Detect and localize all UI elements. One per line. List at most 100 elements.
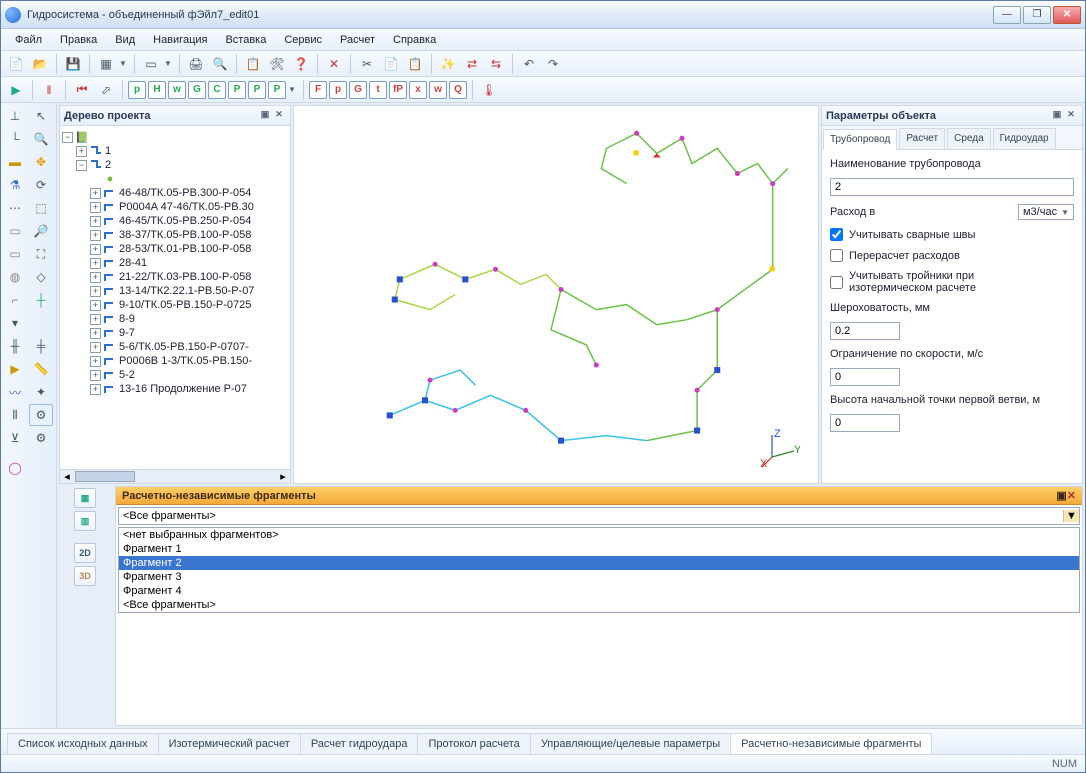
tool-rotate[interactable]: ⟳ — [29, 174, 53, 196]
new-icon[interactable]: 📄 — [5, 53, 27, 75]
tool-v[interactable]: ⊻ — [3, 427, 27, 449]
tree-item[interactable]: 1 — [105, 145, 111, 157]
tree-close-icon[interactable]: ✕ — [272, 109, 286, 123]
link2-icon[interactable]: ⇆ — [485, 53, 507, 75]
tree-item[interactable]: 13-16 Продолжение P-07 — [119, 383, 247, 395]
chk-weld[interactable] — [830, 228, 843, 241]
fragment-item[interactable]: Фрагмент 3 — [119, 570, 1079, 584]
tool-zoomrect[interactable]: 🔎 — [29, 220, 53, 242]
frag-select[interactable]: <Все фрагменты> ▼ — [118, 507, 1080, 525]
tool-bars[interactable]: ⦀ — [3, 404, 27, 426]
btn-x[interactable]: x — [409, 81, 427, 99]
menu-service[interactable]: Сервис — [276, 32, 330, 48]
tool-grid[interactable]: ╫ — [3, 335, 27, 357]
tool-dd[interactable]: ▾ — [3, 312, 27, 334]
btn-h[interactable]: H — [148, 81, 166, 99]
tree-item[interactable]: 28-41 — [119, 257, 147, 269]
bottom-tab[interactable]: Управляющие/целевые параметры — [530, 733, 731, 754]
tree-expander[interactable]: + — [90, 342, 101, 353]
print-icon[interactable]: 🖨 — [185, 53, 207, 75]
chk-tee[interactable] — [830, 276, 843, 289]
btn-g[interactable]: G — [188, 81, 206, 99]
rewind-icon[interactable]: ⏮ — [71, 79, 93, 101]
tool-cyl[interactable]: ◍ — [3, 266, 27, 288]
tree-expander[interactable]: + — [90, 384, 101, 395]
tool-rect2[interactable]: ▭ — [3, 243, 27, 265]
menu-view[interactable]: Вид — [107, 32, 143, 48]
fragment-item[interactable]: <Все фрагменты> — [119, 598, 1079, 612]
fragment-item[interactable]: Фрагмент 1 — [119, 542, 1079, 556]
tree-item[interactable]: 9-7 — [119, 327, 135, 339]
tools-icon[interactable]: 🛠 — [266, 53, 288, 75]
tool-grid2[interactable]: ╪ — [29, 335, 53, 357]
tab-hammer[interactable]: Гидроудар — [993, 128, 1056, 149]
props-pin-icon[interactable]: ▣ — [1050, 109, 1064, 123]
tree-expander[interactable]: + — [90, 314, 101, 325]
tree-item[interactable]: 13-14/ТК2.22.1-PB.50-P-07 — [119, 285, 254, 297]
btn-fp[interactable]: fP — [389, 81, 407, 99]
tree-pin-icon[interactable]: ▣ — [258, 109, 272, 123]
tool-bar[interactable]: ▬ — [3, 151, 27, 173]
tree-expander[interactable]: − — [76, 160, 87, 171]
tab-medium[interactable]: Среда — [947, 128, 991, 149]
paste-icon[interactable]: 📋 — [404, 53, 426, 75]
btn-p2[interactable]: P — [228, 81, 246, 99]
save-icon[interactable]: 💾 — [62, 53, 84, 75]
tree-item[interactable]: 2 — [105, 159, 111, 171]
tab-calc[interactable]: Расчет — [899, 128, 945, 149]
tree-item[interactable]: P0006B 1-3/ТК.05-PB.150- — [119, 355, 252, 367]
tree-expander[interactable]: + — [90, 216, 101, 227]
tool-gear[interactable]: ⚙ — [29, 404, 53, 426]
btn-f[interactable]: F — [309, 81, 327, 99]
tool-zoomin[interactable]: 🔍 — [29, 128, 53, 150]
tree-item[interactable]: 28-53/ТК.01-PB.100-P-058 — [119, 243, 251, 255]
tool-flask[interactable]: ⚗ — [3, 174, 27, 196]
btn-p3[interactable]: P — [248, 81, 266, 99]
chevron-down-icon[interactable]: ▼ — [1063, 510, 1079, 522]
play-icon[interactable]: ▶ — [5, 79, 27, 101]
frag-close-icon[interactable]: ✕ — [1067, 489, 1076, 502]
thermo-icon[interactable]: 🌡 — [478, 79, 500, 101]
tool-branch[interactable]: └ — [3, 128, 27, 150]
tree-expander[interactable]: + — [90, 188, 101, 199]
bottom-tab[interactable]: Протокол расчета — [417, 733, 530, 754]
btn-w[interactable]: w — [168, 81, 186, 99]
tree-expander[interactable]: + — [90, 356, 101, 367]
tool-play[interactable]: ▶ — [3, 358, 27, 380]
rough-input[interactable] — [830, 322, 900, 340]
btn-c[interactable]: C — [208, 81, 226, 99]
tree-expander[interactable]: + — [90, 272, 101, 283]
name-input[interactable] — [830, 178, 1074, 196]
menu-file[interactable]: Файл — [7, 32, 50, 48]
tool-view[interactable]: ◇ — [29, 266, 53, 288]
menu-insert[interactable]: Вставка — [217, 32, 274, 48]
btn-p4[interactable]: P — [268, 81, 286, 99]
frag-list[interactable]: <нет выбранных фрагментов>Фрагмент 1Фраг… — [118, 527, 1080, 613]
tool-fit[interactable]: ⛶ — [29, 243, 53, 265]
tree-item[interactable]: P0004A 47-46/ТК.05-PB.30 — [119, 201, 254, 213]
tool-wave[interactable]: 〰 — [3, 381, 27, 403]
tree-hscroll[interactable]: ◂▸ — [60, 469, 290, 483]
menu-calc[interactable]: Расчет — [332, 32, 383, 48]
tool-pointer[interactable]: ↖ — [29, 105, 53, 127]
tool-circle[interactable]: ◯ — [3, 457, 27, 479]
preview-icon[interactable]: 🔍 — [209, 53, 231, 75]
tree-expander[interactable]: + — [90, 328, 101, 339]
tool-move[interactable]: ✥ — [29, 151, 53, 173]
fragment-item[interactable]: Фрагмент 2 — [119, 556, 1079, 570]
bottom-tab[interactable]: Расчетно-независимые фрагменты — [730, 733, 932, 754]
tool-pipe[interactable]: ⊥ — [3, 105, 27, 127]
close-button[interactable]: ✕ — [1053, 6, 1081, 24]
copy2-icon[interactable]: 📄 — [380, 53, 402, 75]
btn-q[interactable]: Q — [449, 81, 467, 99]
bottom-tab[interactable]: Изотермический расчет — [158, 733, 301, 754]
frag-btn-2[interactable]: ▥ — [74, 511, 96, 531]
tree-item[interactable]: 5-6/ТК.05-PB.150-P-0707- — [119, 341, 249, 353]
tool-elbow[interactable]: ⌐ — [3, 289, 27, 311]
tree-expander[interactable]: + — [90, 370, 101, 381]
tool-rect[interactable]: ▭ — [3, 220, 27, 242]
pipe-canvas[interactable]: Z Y X — [293, 105, 819, 484]
tree-expander[interactable]: + — [90, 258, 101, 269]
tree-body[interactable]: −📗 +1 −2 ● +46-48/ТК.05-PB.300-P-054+P00… — [60, 126, 290, 469]
tree-expander[interactable]: + — [90, 202, 101, 213]
